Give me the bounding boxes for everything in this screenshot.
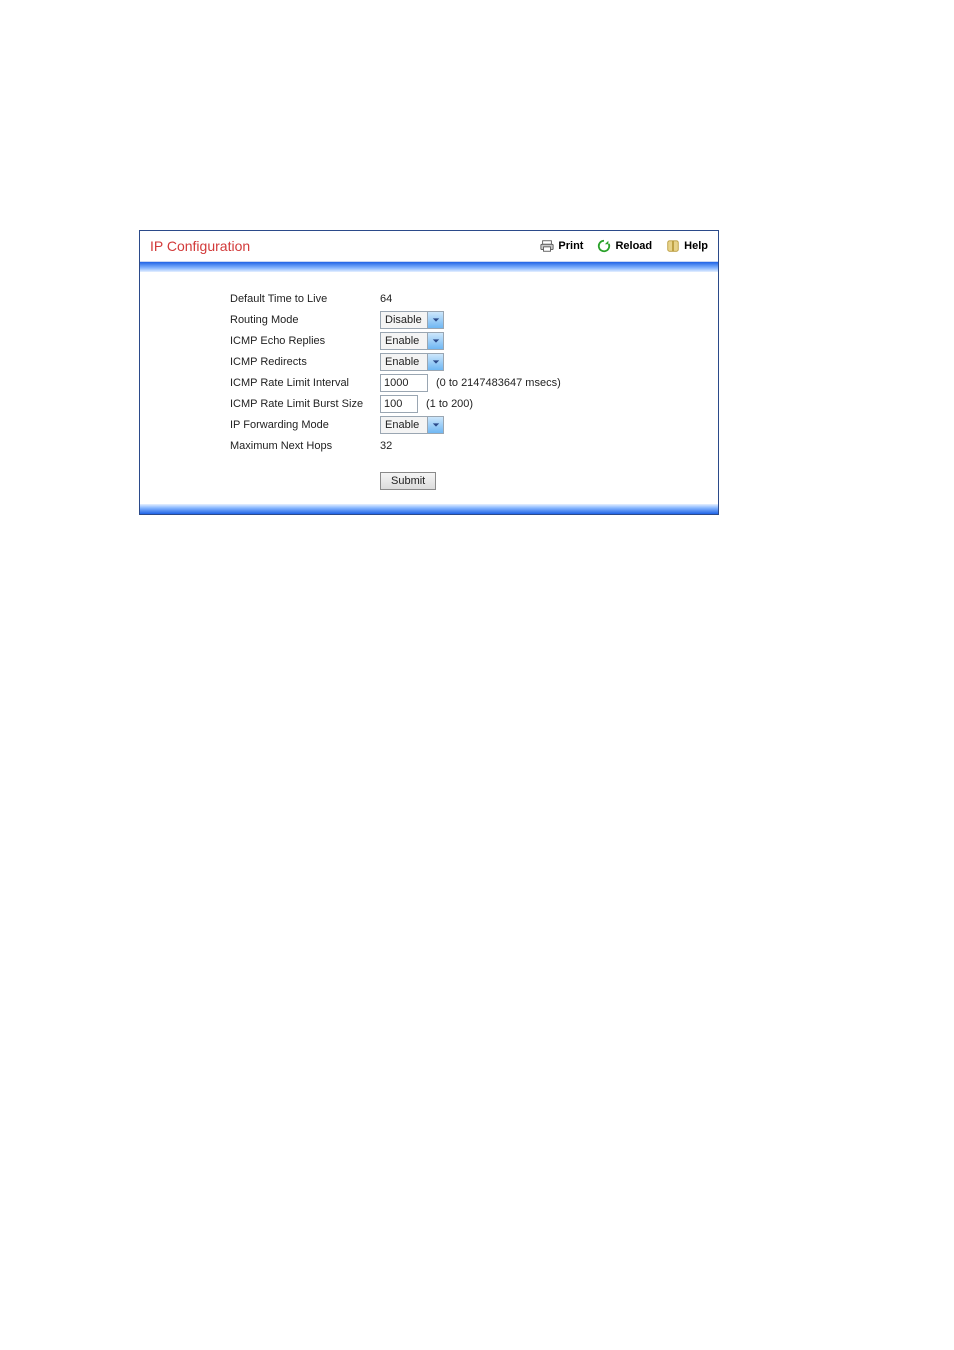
footer-divider-bar [140,504,718,514]
label-icmp-rate-limit-interval: ICMP Rate Limit Interval [150,377,380,389]
chevron-down-icon [427,354,443,370]
reload-button[interactable]: Reload [597,239,652,253]
row-icmp-echo-replies: ICMP Echo Replies Enable [150,330,708,351]
label-routing-mode: Routing Mode [150,314,380,326]
label-icmp-rate-limit-burst-size: ICMP Rate Limit Burst Size [150,398,380,410]
select-icmp-echo-replies-value: Enable [385,335,427,347]
reload-label: Reload [615,240,652,252]
row-default-ttl: Default Time to Live 64 [150,288,708,309]
value-default-ttl: 64 [380,293,392,305]
ip-configuration-panel: IP Configuration Print [139,230,719,515]
select-ip-forwarding-mode[interactable]: Enable [380,416,444,434]
label-ip-forwarding-mode: IP Forwarding Mode [150,419,380,431]
panel-body: Default Time to Live 64 Routing Mode Dis… [140,272,718,504]
print-label: Print [558,240,583,252]
help-icon [666,239,680,253]
chevron-down-icon [427,333,443,349]
label-default-ttl: Default Time to Live [150,293,380,305]
row-max-next-hops: Maximum Next Hops 32 [150,435,708,456]
input-icmp-rate-limit-burst-size[interactable] [380,395,418,413]
select-icmp-echo-replies[interactable]: Enable [380,332,444,350]
hint-icmp-rate-limit-burst-size: (1 to 200) [426,398,473,410]
print-icon [540,239,554,253]
panel-title: IP Configuration [150,238,250,254]
row-icmp-redirects: ICMP Redirects Enable [150,351,708,372]
submit-row: Submit [150,472,708,490]
chevron-down-icon [427,417,443,433]
value-max-next-hops: 32 [380,440,392,452]
select-routing-mode-value: Disable [385,314,427,326]
submit-button[interactable]: Submit [380,472,436,490]
reload-icon [597,239,611,253]
print-button[interactable]: Print [540,239,583,253]
label-icmp-redirects: ICMP Redirects [150,356,380,368]
label-icmp-echo-replies: ICMP Echo Replies [150,335,380,347]
row-icmp-rate-limit-interval: ICMP Rate Limit Interval (0 to 214748364… [150,372,708,393]
help-button[interactable]: Help [666,239,708,253]
chevron-down-icon [427,312,443,328]
hint-icmp-rate-limit-interval: (0 to 2147483647 msecs) [436,377,561,389]
help-label: Help [684,240,708,252]
panel-header: IP Configuration Print [140,231,718,262]
header-divider-bar [140,262,718,272]
label-max-next-hops: Maximum Next Hops [150,440,380,452]
row-icmp-rate-limit-burst-size: ICMP Rate Limit Burst Size (1 to 200) [150,393,708,414]
row-routing-mode: Routing Mode Disable [150,309,708,330]
select-icmp-redirects-value: Enable [385,356,427,368]
header-actions: Print Reload [540,239,708,253]
select-ip-forwarding-mode-value: Enable [385,419,427,431]
select-routing-mode[interactable]: Disable [380,311,444,329]
row-ip-forwarding-mode: IP Forwarding Mode Enable [150,414,708,435]
canvas: IP Configuration Print [0,0,954,1350]
select-icmp-redirects[interactable]: Enable [380,353,444,371]
input-icmp-rate-limit-interval[interactable] [380,374,428,392]
